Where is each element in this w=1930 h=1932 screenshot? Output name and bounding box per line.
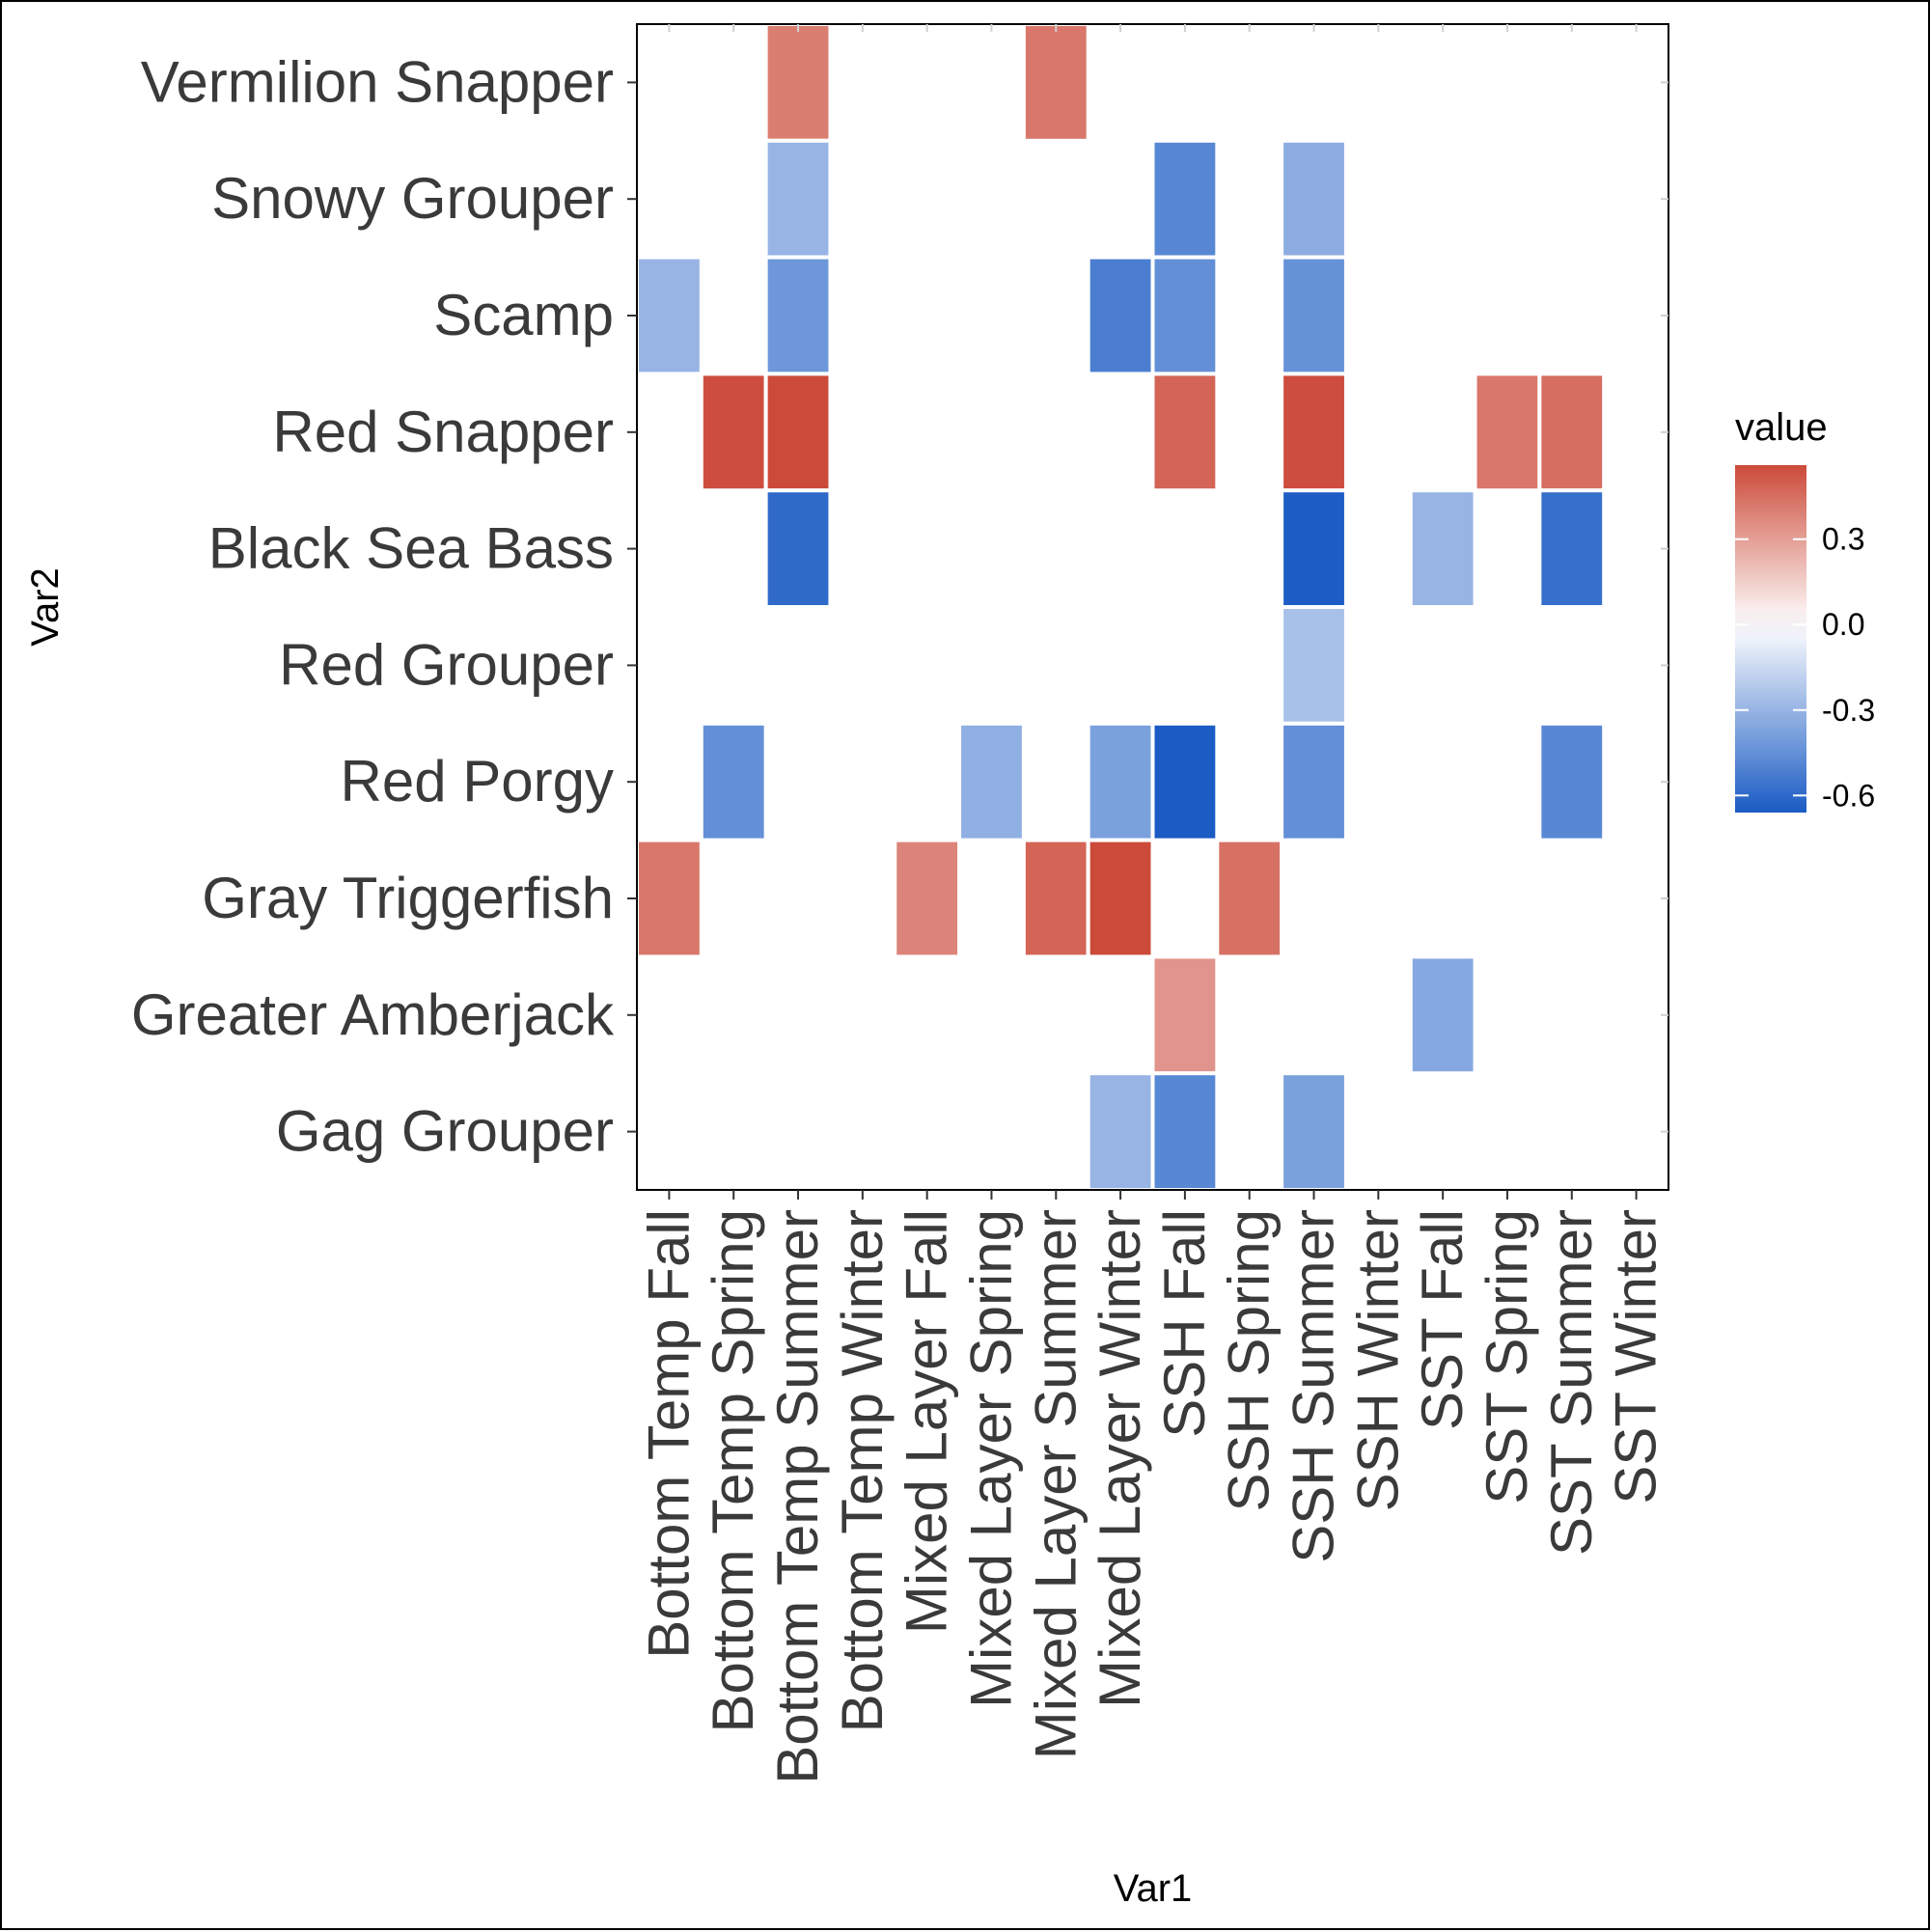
x-tick-labels: Bottom Temp Fall Bottom Temp Spring Bottom… <box>636 1209 1668 1784</box>
y-tick-label: Vermilion Snapper <box>141 49 614 114</box>
y-tick-label: Red Grouper <box>279 632 614 697</box>
axis-ticks <box>627 24 1668 1200</box>
heatmap-cell <box>1021 838 1090 959</box>
x-tick-label: Bottom Temp Summer <box>765 1209 830 1784</box>
heatmap-cell <box>1086 838 1155 959</box>
heatmap-cell <box>699 721 768 842</box>
heatmap-cell <box>1280 1071 1348 1192</box>
heatmap-cell <box>1150 255 1220 376</box>
heatmap-cell <box>1150 138 1220 260</box>
heatmap-cell <box>1086 255 1155 376</box>
x-tick-label: Mixed Layer Fall <box>895 1209 959 1634</box>
heatmap-cell <box>1150 372 1220 493</box>
heatmap-cell <box>1280 372 1348 493</box>
heatmap-cell <box>1150 721 1220 842</box>
colorbar <box>1735 465 1806 813</box>
x-tick-label: Mixed Layer Summer <box>1023 1209 1088 1759</box>
x-tick-label: SSH Fall <box>1152 1209 1217 1438</box>
heatmap-cell <box>957 721 1026 842</box>
x-tick-label: SST Spring <box>1475 1209 1539 1504</box>
heatmap-cell <box>1150 1071 1220 1192</box>
colorbar-tick-label: 0.3 <box>1822 522 1864 557</box>
x-tick-label: Mixed Layer Winter <box>1088 1209 1152 1708</box>
x-tick-label: SST Summer <box>1539 1209 1604 1556</box>
colorbar-ticks: 0.3 0.0 -0.3 -0.6 <box>1735 522 1875 813</box>
heatmap-cells <box>635 22 1607 1192</box>
panel-border <box>636 23 1669 1191</box>
heatmap-cell <box>763 138 833 260</box>
heatmap-cell <box>635 838 703 959</box>
y-tick-label: Greater Amberjack <box>131 982 615 1047</box>
heatmap-cell <box>1537 721 1607 842</box>
x-tick-label: SSH Spring <box>1217 1209 1282 1511</box>
y-axis-title: Var2 <box>24 567 67 647</box>
colorbar-tick-label: 0.0 <box>1822 607 1864 642</box>
heatmap-cell <box>1280 255 1348 376</box>
heatmap-cell <box>1473 372 1542 493</box>
x-tick-label: SST Winter <box>1604 1209 1668 1504</box>
heatmap-cell <box>1408 488 1477 610</box>
heatmap-cell <box>1408 954 1477 1076</box>
heatmap-cell <box>1150 954 1220 1076</box>
heatmap-cell <box>1086 1071 1155 1192</box>
y-tick-label: Black Sea Bass <box>208 516 614 581</box>
heatmap-cell <box>1280 721 1348 842</box>
y-tick-label: Gray Triggerfish <box>202 866 614 930</box>
heatmap-cell <box>1280 488 1348 610</box>
y-tick-label: Scamp <box>433 283 614 347</box>
heatmap-cell <box>763 22 833 143</box>
colorbar-tick-label: -0.6 <box>1822 778 1875 813</box>
heatmap-cell <box>1280 605 1348 726</box>
heatmap-cell <box>699 372 768 493</box>
y-tick-label: Gag Grouper <box>276 1099 614 1164</box>
x-tick-label: SSH Summer <box>1282 1209 1346 1563</box>
heatmap-cell <box>1537 372 1607 493</box>
heatmap-cell <box>1021 22 1090 143</box>
heatmap-cell <box>635 255 703 376</box>
y-tick-label: Snowy Grouper <box>211 166 614 231</box>
colorbar-legend: value 0.3 0.0 -0.3 -0.6 <box>1735 406 1875 813</box>
x-tick-label: Mixed Layer Spring <box>958 1209 1023 1708</box>
x-tick-label: Bottom Temp Winter <box>830 1209 895 1732</box>
heatmap-cell <box>1280 138 1348 260</box>
y-tick-label: Red Porgy <box>341 749 614 814</box>
heatmap-cell <box>1086 721 1155 842</box>
x-tick-label: Bottom Temp Fall <box>636 1209 701 1659</box>
x-axis-title: Var1 <box>1114 1867 1193 1910</box>
colorbar-tick-label: -0.3 <box>1822 693 1875 728</box>
colorbar-title: value <box>1735 406 1828 449</box>
y-tick-label: Red Snapper <box>272 400 614 464</box>
heatmap-cell <box>763 255 833 376</box>
heatmap-cell <box>1215 838 1284 959</box>
heatmap-cell <box>893 838 962 959</box>
heatmap-cell <box>1537 488 1607 610</box>
x-tick-label: SSH Winter <box>1345 1209 1410 1511</box>
heatmap-cell <box>763 372 833 493</box>
y-tick-labels: Gag Grouper Greater Amberjack Gray Trigger… <box>131 49 615 1163</box>
heatmap-cell <box>763 488 833 610</box>
x-tick-label: SST Fall <box>1410 1209 1475 1430</box>
x-tick-label: Bottom Temp Spring <box>701 1209 765 1733</box>
